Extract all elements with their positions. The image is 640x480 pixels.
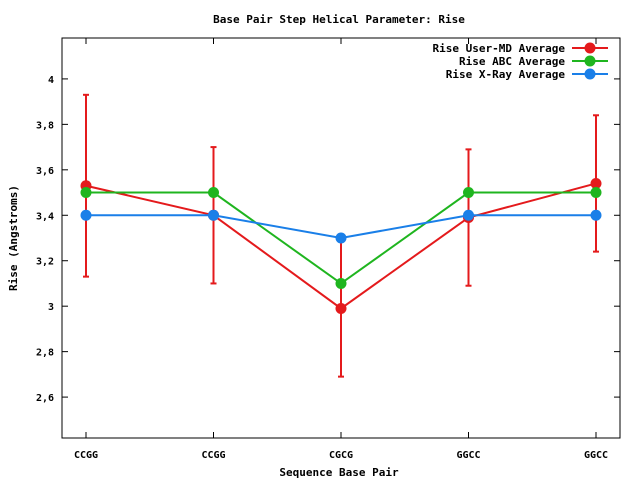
x-tick-label: GGCC — [584, 450, 608, 461]
y-tick-label: 2,8 — [36, 348, 54, 359]
data-point — [335, 277, 347, 289]
series-2 — [80, 209, 602, 244]
data-point — [208, 209, 219, 221]
x-tick-label: CCGG — [74, 450, 98, 461]
y-axis: 2,6 2,8 3 3,2 3,4 3,6 3,8 4 — [36, 75, 620, 404]
data-point — [463, 187, 474, 199]
x-axis: CCGG CCGG CGCG GGCC GGCC — [74, 38, 608, 461]
legend-swatch-marker — [584, 55, 596, 67]
data-point — [590, 209, 602, 221]
x-tick-label: CCGG — [201, 450, 225, 461]
legend-swatch-marker — [584, 68, 596, 80]
data-point — [80, 209, 92, 221]
y-tick-label: 3,2 — [36, 257, 54, 268]
legend-label: Rise User-MD Average — [433, 42, 566, 55]
series-1 — [80, 187, 602, 289]
y-tick-label: 3 — [48, 302, 54, 313]
data-point — [335, 302, 347, 314]
y-tick-label: 2,6 — [36, 393, 54, 404]
y-axis-label: Rise (Angstroms) — [7, 185, 20, 291]
x-tick-label: GGCC — [456, 450, 480, 461]
chart-title: Base Pair Step Helical Parameter: Rise — [213, 13, 465, 26]
data-point — [335, 232, 347, 244]
data-point — [463, 209, 474, 221]
data-point — [590, 187, 602, 199]
y-tick-label: 4 — [48, 75, 54, 86]
series-layer — [80, 93, 602, 378]
x-tick-label: CGCG — [329, 450, 353, 461]
data-point — [590, 177, 602, 189]
data-point — [208, 187, 219, 199]
y-tick-label: 3,4 — [36, 211, 54, 222]
x-axis-label: Sequence Base Pair — [279, 466, 399, 479]
y-tick-label: 3,8 — [36, 120, 54, 131]
legend-label: Rise ABC Average — [459, 55, 565, 68]
data-point — [80, 187, 92, 199]
y-tick-label: 3,6 — [36, 166, 54, 177]
legend-swatch-marker — [584, 42, 596, 54]
legend-label: Rise X-Ray Average — [446, 68, 566, 81]
